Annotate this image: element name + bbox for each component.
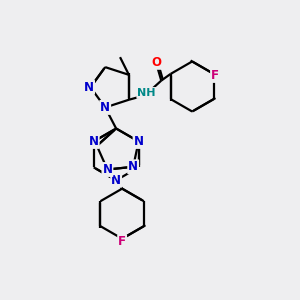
Text: F: F <box>118 235 126 248</box>
Text: N: N <box>111 174 121 187</box>
Text: N: N <box>84 81 94 94</box>
Text: N: N <box>100 101 110 114</box>
Text: N: N <box>89 135 99 148</box>
Text: O: O <box>152 56 162 69</box>
Text: N: N <box>134 135 144 148</box>
Text: NH: NH <box>137 88 156 98</box>
Text: N: N <box>128 160 138 173</box>
Text: N: N <box>102 163 112 176</box>
Text: F: F <box>211 69 219 82</box>
